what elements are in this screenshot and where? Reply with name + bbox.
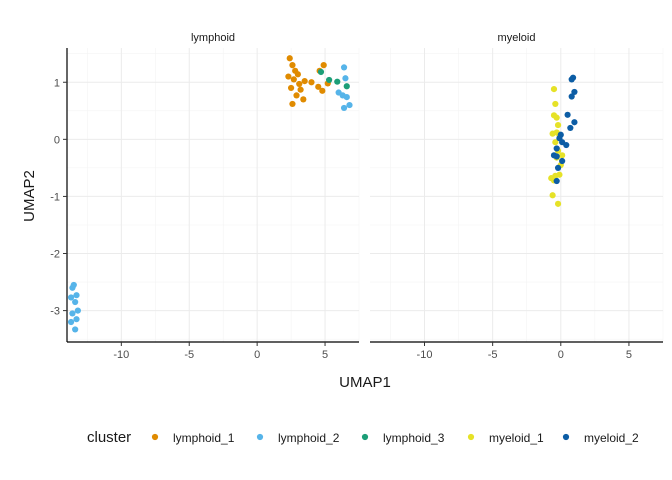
point-lymphoid_1 [294, 71, 301, 78]
point-myeloid_1 [554, 200, 562, 207]
points-myeloid [548, 74, 578, 207]
legend-key-lymphoid_2 [256, 433, 264, 441]
point-myeloid_1 [550, 86, 558, 93]
point-lymphoid_1 [289, 100, 296, 108]
point-lymphoid_2 [67, 294, 75, 301]
y-tick-label: -3 [50, 306, 60, 318]
facet-label-lymphoid: lymphoid [191, 32, 235, 44]
point-myeloid_2 [563, 141, 570, 149]
point-lymphoid_1 [308, 79, 315, 86]
x-tick-label: 5 [322, 349, 328, 361]
y-tick-label: 1 [54, 77, 60, 89]
point-myeloid_1 [552, 139, 559, 146]
point-lymphoid_1 [300, 96, 307, 103]
point-myeloid_2 [568, 76, 575, 83]
point-lymphoid_1 [319, 87, 326, 94]
panel-myeloid [370, 48, 664, 343]
point-lymphoid_1 [297, 86, 304, 93]
point-myeloid_2 [553, 153, 560, 160]
point-lymphoid_1 [320, 62, 327, 69]
legend-label-myeloid_2: myeloid_2 [584, 431, 639, 445]
points-lymphoid [67, 55, 353, 333]
point-myeloid_2 [559, 157, 566, 165]
point-lymphoid_2 [69, 284, 76, 291]
point-lymphoid_2 [74, 307, 81, 314]
point-myeloid_2 [553, 177, 560, 185]
x-tick-label: 0 [558, 349, 564, 361]
point-myeloid_2 [568, 93, 575, 100]
point-lymphoid_1 [301, 78, 308, 85]
point-myeloid_2 [567, 124, 574, 132]
point-myeloid_1 [559, 152, 566, 159]
point-myeloid_2 [564, 111, 571, 118]
grid-myeloid [370, 48, 664, 342]
point-lymphoid_3 [326, 76, 333, 84]
point-myeloid_1 [549, 192, 556, 199]
point-lymphoid_2 [340, 64, 348, 71]
point-lymphoid_1 [285, 73, 292, 80]
legend: cluster lymphoid_1 lymphoid_2 lymphoid_3 my… [87, 429, 639, 446]
legend-key-myeloid_2 [562, 433, 570, 441]
point-lymphoid_1 [289, 62, 296, 69]
point-lymphoid_2 [72, 326, 79, 333]
x-tick-label: -5 [184, 349, 194, 361]
x-tick-label: -5 [488, 349, 498, 361]
point-lymphoid_3 [317, 68, 325, 76]
y-tick-label: -2 [50, 249, 60, 261]
point-lymphoid_2 [343, 93, 350, 101]
y-tick-label: -1 [50, 191, 60, 203]
x-tick-label: -10 [113, 349, 129, 361]
legend-label-lymphoid_1: lymphoid_1 [173, 431, 235, 445]
legend-title: cluster [87, 429, 131, 446]
point-lymphoid_2 [346, 101, 353, 109]
panel-lymphoid [66, 48, 360, 343]
point-lymphoid_1 [290, 76, 297, 83]
facet-label-myeloid: myeloid [498, 32, 536, 44]
point-myeloid_2 [571, 119, 578, 126]
x-tick-label: 5 [626, 349, 632, 361]
x-tick-label: 0 [254, 349, 260, 361]
point-lymphoid_2 [342, 75, 349, 82]
point-lymphoid_1 [296, 80, 303, 88]
point-lymphoid_2 [340, 104, 348, 112]
point-lymphoid_1 [315, 83, 322, 90]
legend-label-myeloid_1: myeloid_1 [489, 431, 544, 445]
x-tick-label: -10 [417, 349, 433, 361]
legend-key-lymphoid_3 [361, 433, 369, 441]
point-lymphoid_3 [334, 78, 341, 85]
point-lymphoid_2 [69, 310, 76, 317]
point-myeloid_1 [552, 100, 559, 108]
legend-key-lymphoid_1 [151, 433, 159, 441]
y-axis-title: UMAP2 [21, 170, 38, 222]
grid-lymphoid [67, 48, 360, 342]
x-axis-ticks: -10 -5 0 5 -10 -5 0 5 [113, 342, 632, 361]
y-axis-ticks: 1 0 -1 -2 -3 [50, 77, 67, 318]
legend-items: lymphoid_1 lymphoid_2 lymphoid_3 myeloid_1 m… [151, 431, 639, 445]
point-myeloid_2 [571, 88, 578, 96]
point-lymphoid_2 [67, 318, 75, 326]
point-lymphoid_2 [73, 316, 80, 323]
point-myeloid_2 [553, 145, 560, 152]
legend-label-lymphoid_3: lymphoid_3 [383, 431, 445, 445]
y-tick-label: 0 [54, 134, 60, 146]
point-lymphoid_1 [286, 55, 293, 62]
point-lymphoid_3 [343, 83, 350, 90]
legend-label-lymphoid_2: lymphoid_2 [278, 431, 340, 445]
point-lymphoid_1 [293, 92, 300, 99]
point-myeloid_1 [554, 121, 562, 129]
legend-key-myeloid_1 [467, 433, 475, 441]
point-lymphoid_2 [73, 292, 80, 299]
point-myeloid_1 [553, 114, 560, 121]
point-lymphoid_1 [287, 84, 295, 92]
point-myeloid_2 [554, 164, 562, 171]
x-axis-title: UMAP1 [339, 374, 391, 391]
point-lymphoid_2 [72, 298, 79, 306]
